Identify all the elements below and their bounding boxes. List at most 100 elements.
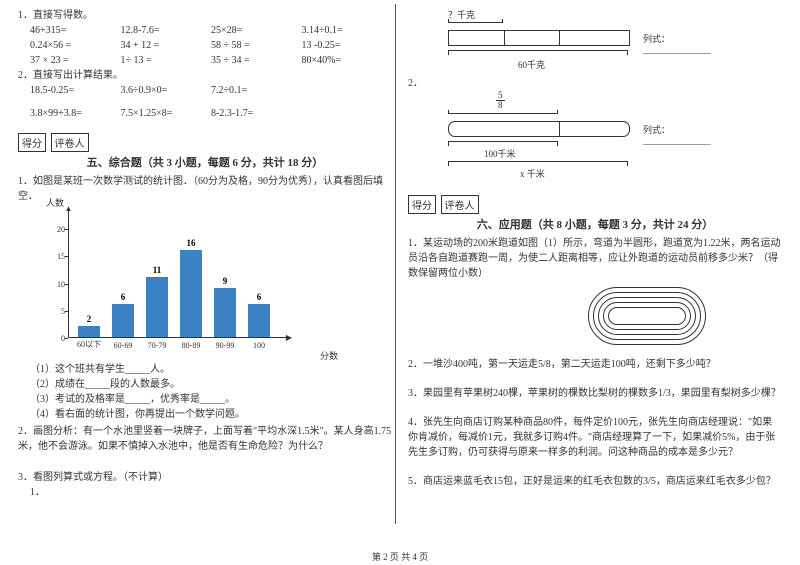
bar-category: 70-79	[142, 341, 172, 350]
score-row: 得分 评卷人	[18, 133, 392, 152]
bar-value: 16	[180, 238, 202, 248]
q3-diagram: 3．看图列算式或方程。（不计算）	[18, 470, 392, 485]
y-tick: 10	[53, 280, 65, 289]
cell: 1÷ 13 =	[121, 53, 212, 68]
m1-top-label: ？千克	[448, 8, 475, 21]
score-label: 得分	[408, 195, 436, 214]
chart-q2: （2）成绩在_____段的人数最多。	[30, 377, 392, 392]
cell: 7.5×1.25×8=	[121, 106, 212, 121]
bar	[214, 288, 236, 337]
chart-q1: （1）这个班共有学生_____人。	[30, 362, 392, 377]
measure-diagram-2: 58 列式：_______________ 100千米 x 千米	[448, 91, 688, 181]
grader-label: 评卷人	[441, 195, 479, 214]
m1-bottom-label: 60千克	[518, 58, 545, 71]
q2-row: 18.5-0.25= 3.6÷0.9×0= 7.2÷0.1=	[30, 83, 392, 98]
app-q4: 4．张先生向商店订购某种商品80件，每件定价100元，张先生向商店经理说："如果…	[408, 415, 782, 460]
y-tick: 0	[53, 334, 65, 343]
cell: 18.5-0.25=	[30, 83, 121, 98]
bar-category: 90-99	[210, 341, 240, 350]
bar	[180, 250, 202, 337]
right-column: ？千克 列式：_______________ 60千克 2． 58 列式：___…	[398, 8, 782, 551]
m2-bot-label: x 千米	[520, 167, 545, 180]
chart-q4: （4）看右面的统计图，你再提出一个数学问题。	[30, 407, 392, 422]
bar-value: 6	[112, 292, 134, 302]
bar-chart: 人数 分数 ▲ ▶ 05101520260以下660-691170-791680…	[48, 208, 308, 358]
section-5-title: 五、综合题（共 3 小题，每题 6 分，共计 18 分）	[18, 154, 392, 170]
q2-pool: 2．画图分析：有一个水池里竖着一块牌子，上面写着"平均水深1.5米"。某人身高1…	[18, 424, 392, 454]
bar-shape	[448, 121, 630, 137]
grader-label: 评卷人	[51, 133, 89, 152]
bar-category: 100	[244, 341, 274, 350]
score-label: 得分	[18, 133, 46, 152]
left-column: 1．直接写得数。 46+315= 12.8-7.6= 25×28= 3.14÷0…	[18, 8, 398, 551]
cell: 0.24×56 =	[30, 38, 121, 53]
score-row: 得分 评卷人	[408, 195, 782, 214]
page-root: 1．直接写得数。 46+315= 12.8-7.6= 25×28= 3.14÷0…	[0, 0, 800, 551]
bar-shape	[448, 30, 630, 46]
bar	[248, 304, 270, 337]
y-axis-label: 人数	[46, 196, 64, 209]
m2-formula: 列式：_______________	[643, 123, 711, 146]
x-axis	[68, 337, 288, 338]
m2-mid-label: 100千米	[484, 147, 516, 160]
brace-icon	[448, 22, 503, 27]
q1-row: 37 × 23 = 1÷ 13 = 35 ÷ 34 = 80×40%=	[30, 53, 392, 68]
y-arrow-icon: ▲	[65, 204, 73, 213]
y-tick: 15	[53, 252, 65, 261]
app-q5: 5．商店运来蓝毛衣15包，正好是运来的红毛衣包数的3/5，商店运来红毛衣多少包？	[408, 474, 782, 489]
chart-q3: （3）考试的及格率是_____，优秀率是_____。	[30, 392, 392, 407]
q1-title: 1．直接写得数。	[18, 8, 392, 23]
q2-row: 3.8×99+3.8= 7.5×1.25×8= 8-2.3-1.7=	[30, 106, 392, 121]
bar	[78, 326, 100, 337]
brace-icon	[448, 113, 558, 118]
cell: 35 ÷ 34 =	[211, 53, 302, 68]
chart-questions: （1）这个班共有学生_____人。 （2）成绩在_____段的人数最多。 （3）…	[30, 362, 392, 422]
bar-value: 11	[146, 265, 168, 275]
m2-fraction: 58	[496, 91, 505, 110]
page-footer: 第 2 页 共 4 页	[0, 550, 800, 563]
brace-icon	[448, 141, 558, 146]
m2-label: 2．	[408, 76, 782, 91]
cell: 8-2.3-1.7=	[211, 106, 302, 121]
app-q1: 1．某运动场的200米跑道如图（1）所示，弯道为半圆形，跑道宽为1.22米，两名…	[408, 236, 782, 281]
cell: 58 ÷ 58 =	[211, 38, 302, 53]
m1-formula: 列式：_______________	[643, 32, 711, 55]
measure-diagram-1: ？千克 列式：_______________ 60千克	[448, 8, 688, 76]
cell: 3.8×99+3.8=	[30, 106, 121, 121]
q2-body: 18.5-0.25= 3.6÷0.9×0= 7.2÷0.1= 3.8×99+3.…	[30, 83, 392, 121]
cell: 34 + 12 =	[121, 38, 212, 53]
y-tick: 20	[53, 225, 65, 234]
track-diagram	[588, 287, 708, 347]
bar-category: 60以下	[74, 339, 104, 350]
brace-icon	[448, 50, 628, 55]
bar-value: 6	[248, 292, 270, 302]
app-q2: 2．一堆沙400吨，第一天运走5/8，第二天运走100吨，还剩下多少吨？	[408, 357, 782, 372]
section-6-title: 六、应用题（共 8 小题，每题 3 分，共计 24 分）	[408, 216, 782, 232]
bar-value: 2	[78, 314, 100, 324]
x-arrow-icon: ▶	[286, 333, 292, 342]
bar-category: 80-89	[176, 341, 206, 350]
q3-sub1: 1．	[30, 485, 392, 500]
q1-body: 46+315= 12.8-7.6= 25×28= 3.14÷0.1= 0.24×…	[30, 23, 392, 68]
x-axis-label: 分数	[320, 349, 338, 362]
chart-intro: 1．如图是某班一次数学测试的统计图．（60分为及格，90分为优秀），认真看图后填…	[18, 174, 392, 204]
cell: 46+315=	[30, 23, 121, 38]
bar-value: 9	[214, 276, 236, 286]
cell: 12.8-7.6=	[121, 23, 212, 38]
bar-category: 60-69	[108, 341, 138, 350]
cell: 37 × 23 =	[30, 53, 121, 68]
cell: 3.6÷0.9×0=	[121, 83, 212, 98]
q1-row: 0.24×56 = 34 + 12 = 58 ÷ 58 = 13 -0.25=	[30, 38, 392, 53]
y-axis	[68, 208, 69, 338]
cell: 13 -0.25=	[302, 38, 393, 53]
cell: 3.14÷0.1=	[302, 23, 393, 38]
y-tick: 5	[53, 307, 65, 316]
app-q3: 3．果园里有苹果树240棵，苹果树的棵数比梨树的棵数多1/3，果园里有梨树多少棵…	[408, 386, 782, 401]
q1-row: 46+315= 12.8-7.6= 25×28= 3.14÷0.1=	[30, 23, 392, 38]
cell: 25×28=	[211, 23, 302, 38]
q2-title: 2．直接写出计算结果。	[18, 68, 392, 83]
bar	[112, 304, 134, 337]
cell: 80×40%=	[302, 53, 393, 68]
brace-icon	[448, 161, 628, 166]
cell: 7.2÷0.1=	[211, 83, 302, 98]
